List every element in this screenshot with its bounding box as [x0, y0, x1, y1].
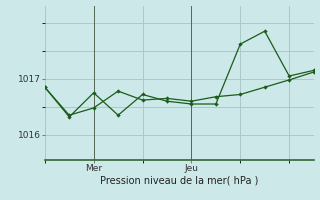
X-axis label: Pression niveau de la mer( hPa ): Pression niveau de la mer( hPa ): [100, 176, 258, 186]
